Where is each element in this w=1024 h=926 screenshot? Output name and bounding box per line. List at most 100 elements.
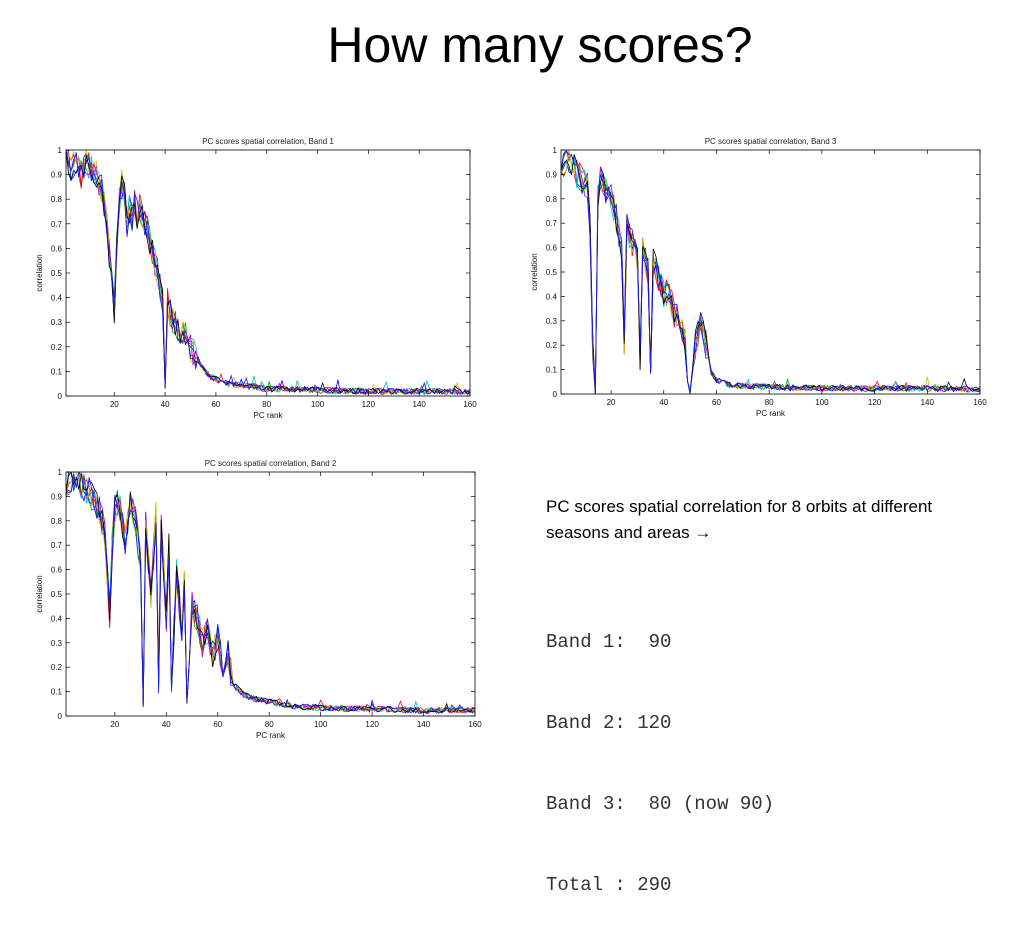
y-tick-label: 0 — [58, 392, 63, 401]
series-line — [561, 150, 980, 394]
chart-svg-band-1: PC scores spatial correlation, Band 1 0 0.… — [35, 137, 477, 420]
x-tick-label: 100 — [815, 398, 829, 407]
plot-frame — [65, 149, 471, 397]
chart-title: PC scores spatial correlation, Band 2 — [205, 459, 337, 468]
series-line — [66, 472, 475, 714]
x-tick-label: 120 — [365, 720, 379, 729]
x-tick-label: 140 — [417, 720, 431, 729]
chart-svg-band-3: PC scores spatial correlation, Band 3 0 0.… — [530, 137, 987, 418]
x-tick-label: 100 — [311, 400, 325, 409]
x-tick-label: 140 — [413, 400, 427, 409]
x-tick-label: 160 — [463, 400, 477, 409]
y-axis-label: correlation — [35, 575, 44, 612]
series-group — [66, 472, 475, 714]
y-axis-label: correlation — [530, 253, 539, 290]
band-line: Band 3: 80 (now 90) — [546, 793, 775, 815]
band-label: Band 2 — [546, 712, 615, 734]
y-tick-label: 0.8 — [51, 517, 63, 526]
y-tick-label: 0.7 — [546, 219, 558, 228]
caption-text: PC scores spatial correlation for 8 orbi… — [546, 497, 933, 542]
y-tick-label: 0.5 — [546, 268, 558, 277]
band-label: Band 1 — [546, 631, 615, 653]
x-axis-label: PC rank — [256, 731, 286, 740]
x-tick-label: 40 — [659, 398, 668, 407]
chart-caption: PC scores spatial correlation for 8 orbi… — [546, 494, 966, 546]
y-tick-label: 0.9 — [546, 170, 558, 179]
x-tick-label: 60 — [213, 720, 222, 729]
y-tick-label: 0.9 — [51, 492, 63, 501]
y-tick-label: 0.3 — [51, 318, 63, 327]
series-line — [66, 472, 475, 714]
series-group — [561, 150, 980, 394]
series-line — [66, 150, 470, 395]
band-line: Band 1: 90 — [546, 631, 672, 653]
series-line — [66, 150, 470, 395]
y-tick-label: 0.8 — [546, 195, 558, 204]
band-line: Total : 290 — [546, 874, 672, 896]
band-count-list: Band 1: 90 Band 2: 120 Band 3: 80 (now 9… — [546, 575, 774, 926]
series-line — [66, 150, 470, 396]
plot-frame — [560, 149, 981, 395]
band-label: Band 3 — [546, 793, 615, 815]
x-tick-label: 80 — [265, 720, 274, 729]
x-axis-label: PC rank — [254, 411, 284, 420]
x-tick-label: 20 — [110, 400, 119, 409]
x-tick-label: 40 — [161, 400, 170, 409]
y-tick-label: 0.1 — [546, 366, 558, 375]
series-line — [561, 150, 980, 394]
y-tick-label: 0.4 — [51, 294, 63, 303]
x-axis-label: PC rank — [756, 409, 786, 418]
series-line — [66, 472, 475, 714]
y-tick-label: 0.1 — [51, 367, 63, 376]
band-value: 80 — [637, 793, 672, 815]
y-tick-label: 0.2 — [546, 341, 558, 350]
y-tick-label: 0.1 — [51, 688, 63, 697]
y-tick-label: 1 — [553, 146, 558, 155]
y-tick-label: 0.6 — [51, 566, 63, 575]
y-tick-label: 0.2 — [51, 663, 63, 672]
chart-svg-band-2: PC scores spatial correlation, Band 2 0 0.… — [35, 459, 482, 740]
band-value: 90 — [637, 631, 672, 653]
x-tick-label: 80 — [262, 400, 271, 409]
series-line — [66, 472, 475, 714]
x-tick-label: 160 — [973, 398, 987, 407]
y-tick-label: 0.8 — [51, 195, 63, 204]
y-tick-label: 0.3 — [51, 639, 63, 648]
x-tick-label: 140 — [921, 398, 935, 407]
y-tick-label: 0.3 — [546, 317, 558, 326]
series-line — [66, 472, 475, 714]
x-tick-label: 20 — [110, 720, 119, 729]
x-tick-label: 120 — [362, 400, 376, 409]
y-tick-label: 0 — [553, 390, 558, 399]
y-tick-label: 0.9 — [51, 171, 63, 180]
y-tick-label: 0.7 — [51, 220, 63, 229]
band-label: Total — [546, 874, 615, 896]
series-line — [66, 150, 470, 395]
band-value: 120 — [637, 712, 672, 734]
plot-frame — [65, 471, 476, 717]
chart-band-3: PC scores spatial correlation, Band 3 0 0.… — [525, 130, 990, 428]
x-tick-label: 40 — [162, 720, 171, 729]
x-tick-label: 20 — [607, 398, 616, 407]
slide-title: How many scores? — [327, 17, 753, 73]
band-line: Band 2: 120 — [546, 712, 672, 734]
series-group — [66, 150, 470, 396]
y-tick-label: 0.2 — [51, 343, 63, 352]
series-line — [66, 472, 475, 714]
chart-title: PC scores spatial correlation, Band 3 — [705, 137, 837, 146]
series-line — [561, 150, 980, 394]
y-tick-label: 0 — [58, 712, 63, 721]
x-tick-label: 60 — [712, 398, 721, 407]
series-line — [561, 154, 980, 393]
y-tick-label: 1 — [58, 468, 63, 477]
x-tick-label: 120 — [868, 398, 882, 407]
band-value: 290 — [637, 874, 672, 896]
x-tick-label: 60 — [211, 400, 220, 409]
y-tick-label: 0.4 — [51, 614, 63, 623]
band-note: (now 90) — [682, 793, 775, 815]
series-line — [66, 150, 470, 396]
y-tick-label: 1 — [58, 146, 63, 155]
chart-title: PC scores spatial correlation, Band 1 — [202, 137, 334, 146]
series-line — [561, 150, 980, 394]
y-tick-label: 0.6 — [51, 244, 63, 253]
